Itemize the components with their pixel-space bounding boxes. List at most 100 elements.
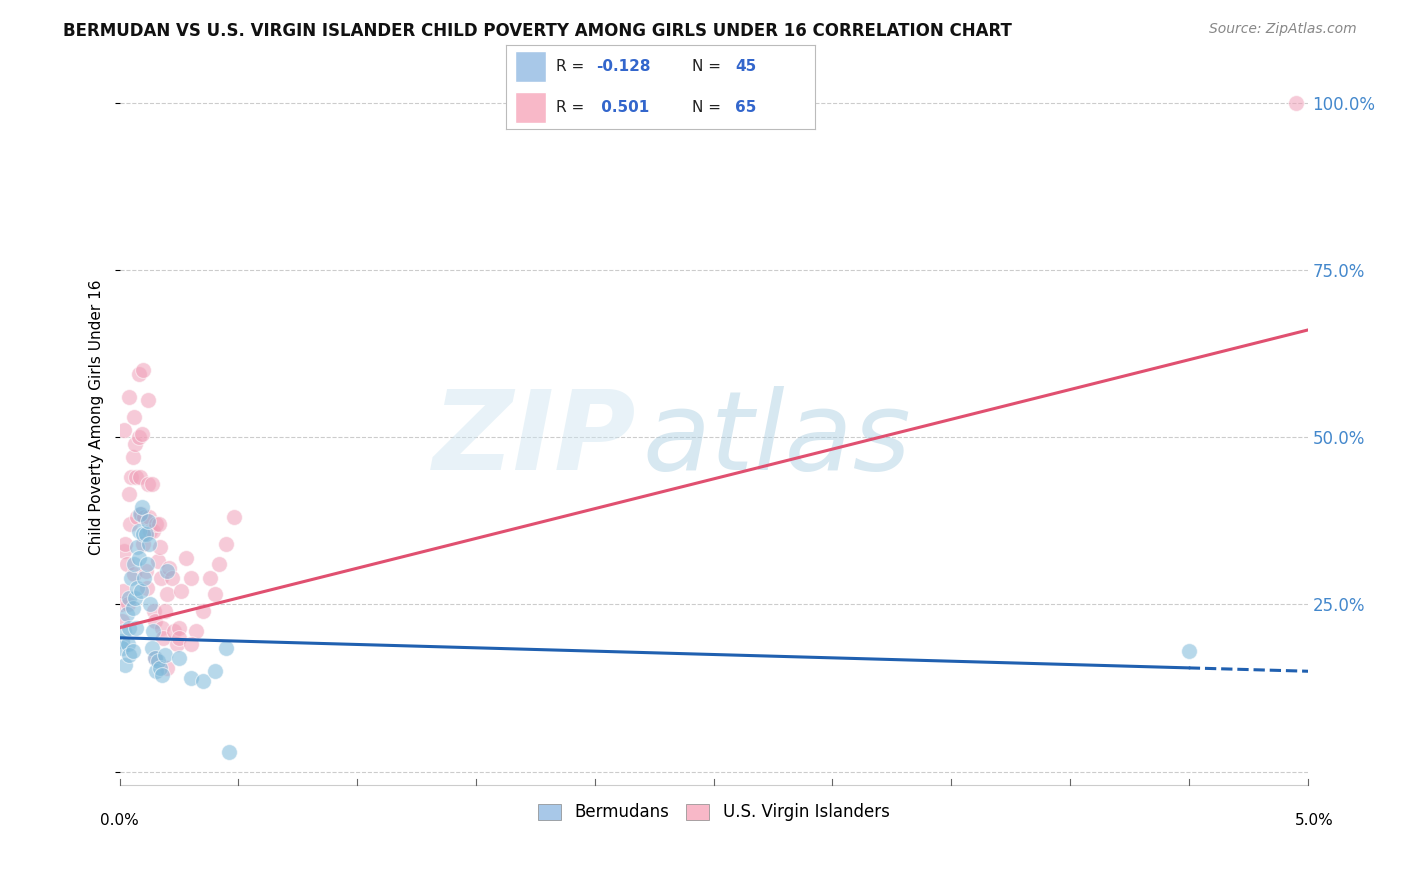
- Text: 45: 45: [735, 59, 756, 74]
- Point: [146, 654, 169, 668]
- Point: [142, 524, 165, 538]
- Point: [131, 500, 153, 515]
- Point: [166, 637, 188, 651]
- Point: [222, 510, 245, 524]
- Point: [115, 607, 138, 622]
- Point: [156, 661, 179, 675]
- Point: [117, 637, 139, 651]
- Point: [139, 524, 162, 538]
- Point: [142, 624, 165, 639]
- Point: [160, 571, 183, 585]
- Point: [143, 651, 166, 665]
- Y-axis label: Child Poverty Among Girls Under 16: Child Poverty Among Girls Under 16: [89, 279, 104, 555]
- Point: [128, 550, 150, 565]
- Point: [111, 640, 134, 655]
- Point: [208, 557, 231, 572]
- Point: [180, 671, 202, 685]
- Point: [215, 537, 238, 551]
- Point: [136, 476, 159, 491]
- Point: [145, 517, 167, 532]
- Point: [129, 507, 152, 521]
- Point: [114, 537, 136, 551]
- Point: [111, 634, 134, 648]
- Point: [167, 631, 190, 645]
- Point: [115, 557, 138, 572]
- Point: [150, 667, 173, 681]
- Point: [135, 581, 157, 595]
- Point: [127, 581, 149, 595]
- Point: [112, 424, 135, 438]
- Point: [150, 571, 173, 585]
- Point: [128, 430, 150, 444]
- Point: [122, 410, 145, 425]
- Text: BERMUDAN VS U.S. VIRGIN ISLANDER CHILD POVERTY AMONG GIRLS UNDER 16 CORRELATION : BERMUDAN VS U.S. VIRGIN ISLANDER CHILD P…: [63, 22, 1012, 40]
- Point: [120, 470, 142, 484]
- Point: [204, 664, 226, 679]
- Point: [114, 657, 136, 672]
- Text: R =: R =: [555, 100, 589, 115]
- Point: [131, 426, 153, 441]
- Point: [112, 543, 135, 558]
- Legend: Bermudans, U.S. Virgin Islanders: Bermudans, U.S. Virgin Islanders: [531, 797, 896, 828]
- Text: R =: R =: [555, 59, 589, 74]
- Point: [132, 363, 155, 377]
- Point: [134, 571, 156, 585]
- Point: [167, 651, 190, 665]
- Point: [198, 571, 221, 585]
- Point: [152, 631, 174, 645]
- Text: 0.501: 0.501: [596, 100, 650, 115]
- Point: [125, 470, 148, 484]
- Point: [129, 507, 152, 521]
- Point: [191, 674, 214, 689]
- Point: [132, 527, 155, 541]
- Point: [124, 436, 146, 450]
- Point: [170, 583, 193, 598]
- Point: [122, 567, 145, 582]
- Text: N =: N =: [692, 59, 725, 74]
- Point: [143, 614, 166, 628]
- Point: [157, 560, 180, 574]
- Point: [120, 571, 142, 585]
- Point: [118, 390, 141, 404]
- Point: [184, 624, 207, 639]
- Point: [112, 583, 135, 598]
- Point: [124, 591, 146, 605]
- Point: [129, 583, 152, 598]
- Point: [138, 537, 160, 551]
- Point: [118, 621, 141, 635]
- Point: [136, 393, 159, 408]
- Point: [191, 604, 214, 618]
- Point: [111, 614, 134, 628]
- Point: [204, 587, 226, 601]
- Point: [146, 554, 169, 568]
- Bar: [516, 52, 547, 82]
- Point: [118, 487, 141, 501]
- Point: [180, 571, 202, 585]
- Point: [135, 527, 157, 541]
- Point: [134, 510, 156, 524]
- Text: atlas: atlas: [643, 385, 911, 492]
- Point: [156, 564, 179, 578]
- Point: [167, 621, 190, 635]
- Text: N =: N =: [692, 100, 725, 115]
- Point: [138, 510, 160, 524]
- Point: [174, 550, 197, 565]
- Point: [156, 587, 179, 601]
- Point: [128, 367, 150, 381]
- Point: [118, 591, 141, 605]
- Point: [117, 648, 139, 662]
- Point: [139, 598, 162, 612]
- Point: [122, 644, 145, 658]
- Text: Source: ZipAtlas.com: Source: ZipAtlas.com: [1209, 22, 1357, 37]
- Point: [135, 564, 157, 578]
- Point: [141, 640, 163, 655]
- Point: [127, 510, 149, 524]
- Point: [153, 604, 176, 618]
- Point: [128, 470, 150, 484]
- Point: [148, 517, 170, 532]
- Point: [136, 514, 159, 528]
- Point: [215, 640, 238, 655]
- Point: [218, 744, 240, 758]
- Point: [125, 541, 148, 555]
- Text: 65: 65: [735, 100, 756, 115]
